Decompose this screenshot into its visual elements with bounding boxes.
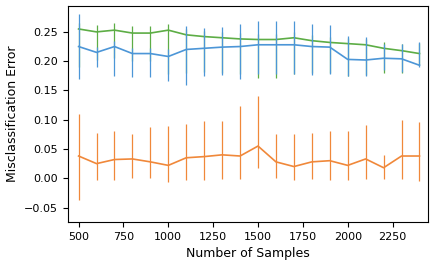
Y-axis label: Misclassification Error: Misclassification Error [6,45,19,182]
X-axis label: Number of Samples: Number of Samples [186,247,310,260]
